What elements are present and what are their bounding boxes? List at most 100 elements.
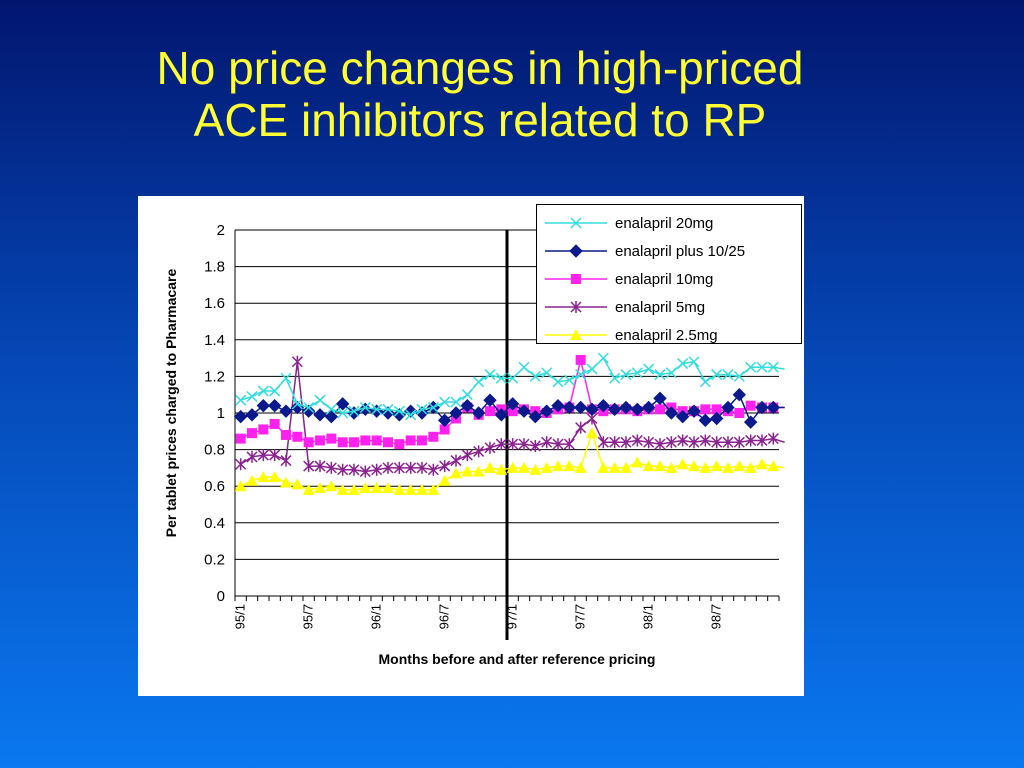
data-point [631, 367, 643, 379]
data-point [235, 394, 247, 406]
data-point [551, 398, 565, 413]
data-point [756, 434, 768, 447]
data-point [336, 483, 349, 495]
legend-swatch [545, 274, 607, 284]
legend-swatch [545, 217, 607, 229]
data-point [382, 482, 394, 494]
data-point [359, 401, 371, 414]
data-point [575, 369, 587, 381]
data-point [506, 461, 519, 473]
data-point [631, 434, 643, 447]
data-point [745, 361, 757, 373]
data-point [233, 409, 248, 424]
data-point [325, 403, 337, 415]
x-tick-label: 98/7 [709, 604, 724, 629]
data-point [745, 400, 756, 411]
legend-item-enalapril-2-5mg: enalapril 2.5mg [537, 321, 801, 349]
data-point [734, 408, 745, 418]
x-tick-label: 98/1 [641, 604, 656, 629]
data-point [281, 429, 291, 440]
data-point [416, 461, 428, 474]
data-point [234, 480, 247, 492]
data-point [755, 400, 769, 415]
data-point [394, 439, 405, 450]
legend-label: enalapril 2.5mg [615, 326, 718, 344]
chart-legend: enalapril 20mg enalapril plus 10/25 enalap… [536, 204, 802, 344]
data-point [472, 465, 485, 477]
data-point [269, 385, 281, 397]
data-point [257, 449, 269, 462]
data-point [461, 449, 473, 462]
data-point [416, 403, 428, 415]
data-point [303, 437, 314, 448]
data-point [552, 460, 564, 472]
data-point [291, 355, 303, 368]
data-point [596, 398, 611, 413]
data-point [247, 428, 257, 439]
data-point [653, 391, 667, 406]
data-point [733, 460, 746, 472]
data-point [267, 398, 282, 413]
data-point [756, 458, 768, 470]
y-tick-label: 0.6 [204, 478, 225, 495]
data-point [393, 483, 406, 495]
data-point [484, 369, 496, 381]
data-point [597, 436, 609, 449]
data-point [280, 372, 292, 384]
data-point [404, 483, 417, 495]
data-point [528, 409, 543, 424]
data-point [245, 408, 259, 422]
data-point [665, 436, 677, 449]
legend-swatch-marker [570, 301, 582, 313]
data-point [767, 361, 779, 373]
data-point [427, 401, 439, 414]
x-tick-label: 95/7 [301, 604, 316, 629]
data-point [699, 461, 712, 473]
data-point [710, 460, 723, 472]
data-point [745, 434, 757, 447]
data-point [518, 361, 530, 373]
series-enalapril-5mg [235, 355, 785, 478]
data-point [552, 376, 564, 388]
data-point [349, 437, 359, 448]
data-point [450, 454, 462, 467]
data-point [337, 437, 348, 448]
data-point [711, 369, 723, 381]
data-point [337, 407, 349, 419]
data-point [767, 432, 779, 445]
data-point [529, 463, 542, 475]
y-axis-title: Per tablet prices charged to Pharmacare [163, 269, 179, 538]
data-point [268, 471, 281, 483]
data-point [743, 415, 758, 429]
data-point [665, 461, 678, 473]
data-point [722, 461, 734, 473]
data-point [269, 418, 280, 429]
data-point [437, 413, 452, 428]
data-point [280, 454, 292, 467]
y-tick-label: 0 [217, 588, 225, 605]
data-point [291, 478, 304, 490]
data-point [269, 449, 281, 462]
data-point [246, 390, 258, 403]
data-point [642, 460, 655, 472]
data-point [292, 431, 303, 442]
data-point [326, 433, 337, 444]
data-point [721, 400, 735, 415]
data-point [552, 438, 564, 451]
series-enalapril-20mg [235, 352, 785, 421]
data-point [370, 482, 383, 494]
data-point [495, 463, 508, 475]
slide-title: No price changes in high-priced ACE inhi… [0, 42, 960, 146]
data-point [677, 358, 689, 370]
data-point [609, 436, 621, 449]
data-point [541, 436, 553, 449]
y-tick-label: 0.8 [204, 442, 225, 459]
data-point [246, 474, 258, 486]
data-point [733, 370, 745, 382]
data-point [620, 461, 632, 473]
data-point [405, 435, 416, 446]
data-point [449, 406, 463, 420]
data-point [699, 434, 711, 447]
data-point [688, 356, 700, 368]
data-point [405, 461, 417, 474]
